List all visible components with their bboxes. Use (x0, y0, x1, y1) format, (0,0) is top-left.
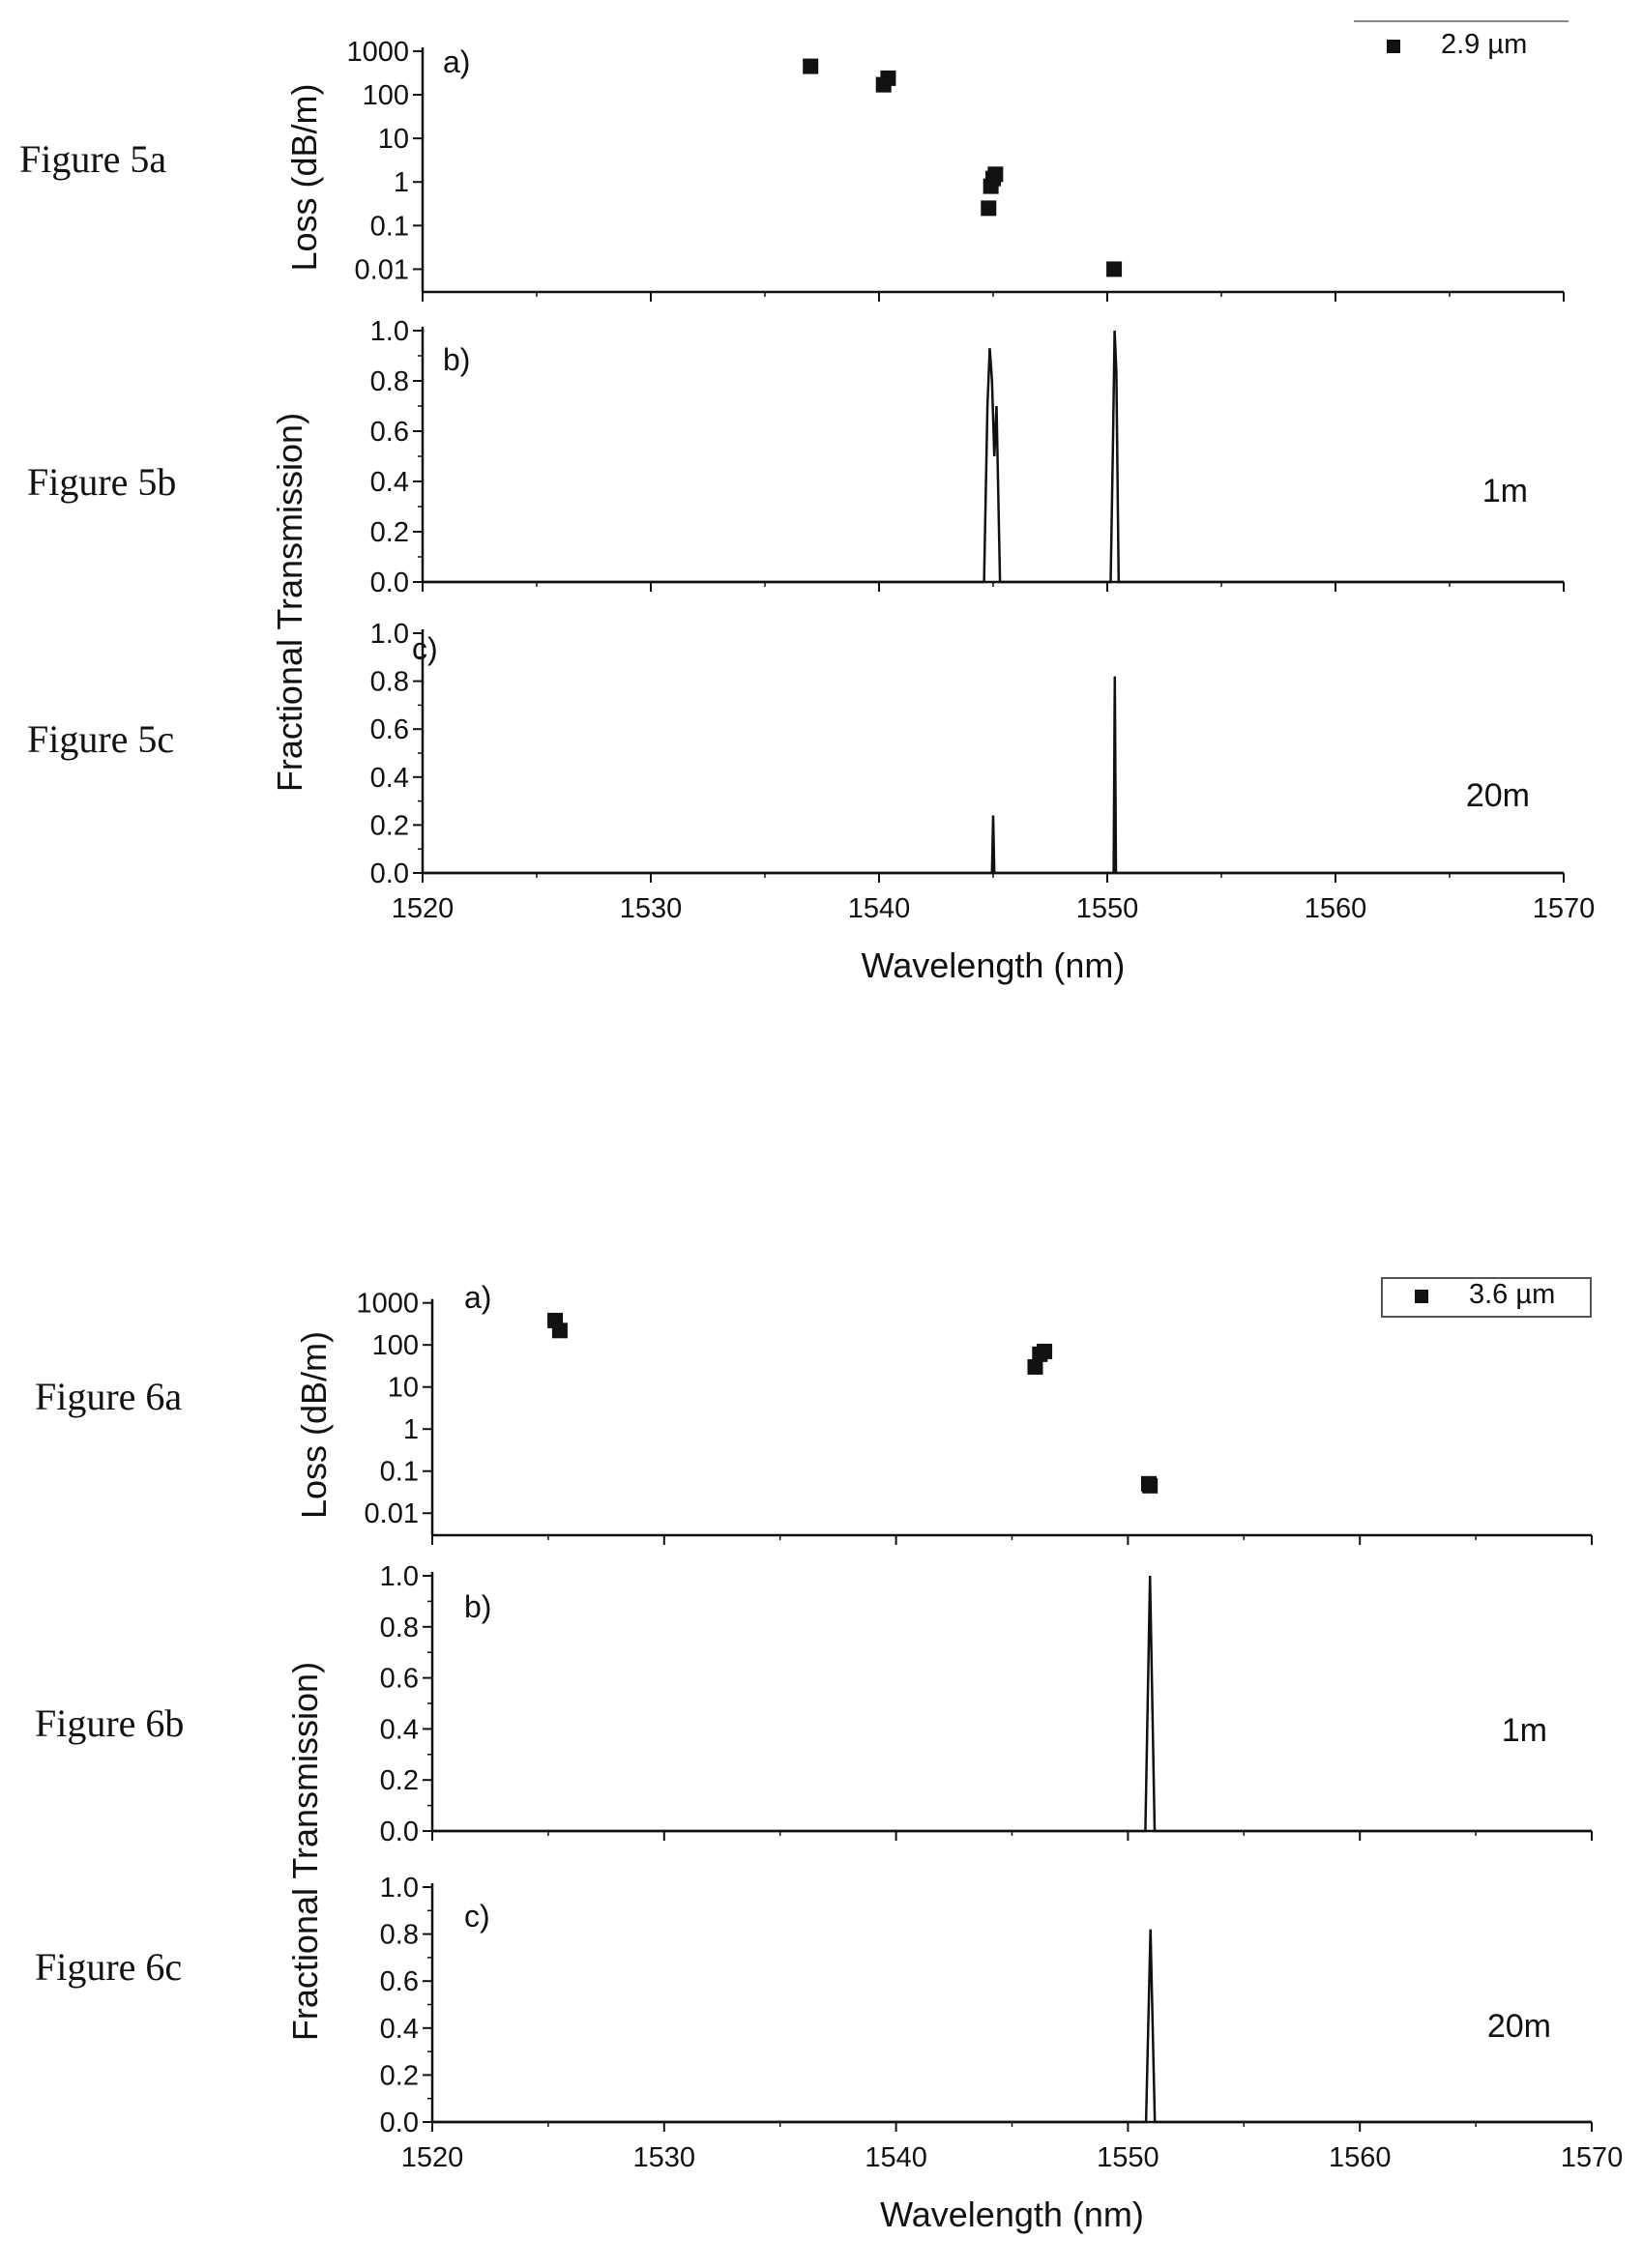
legend-label: 2.9 µm (1441, 29, 1527, 60)
panel-letter: b) (464, 1589, 491, 1624)
y-tick-label: 0.2 (370, 810, 409, 841)
y-tick-label: 0.01 (365, 1498, 419, 1529)
y-tick-label: 100 (363, 80, 409, 111)
y-tick-label: 0.8 (370, 667, 409, 698)
x-tick-label: 1520 (401, 2142, 464, 2173)
shared-y-axis-title: Fractional Transmission) (270, 413, 309, 792)
series-line (423, 330, 1564, 584)
chart-panel-5: 0.0 0.2 0.4 0.6 0.8 1.0 Figure 6b b) 1m (35, 1561, 1593, 1847)
chart-panel-1: 0.01 0.1 1 10 100 1000 Loss (dB/m) Figure 5a a) 2… (19, 20, 1569, 302)
y-tick-label: 0.0 (370, 858, 409, 889)
y-tick-label: 1.0 (380, 1873, 419, 1904)
data-point (880, 70, 896, 86)
y-tick-label: 0.2 (380, 2060, 419, 2091)
x-tick-label: 1530 (620, 893, 683, 924)
legend-border (1381, 1277, 1592, 1318)
y-tick-label: 0.01 (355, 254, 409, 285)
length-annotation: 20m (1487, 2008, 1551, 2045)
x-tick-label: 1540 (848, 893, 911, 924)
panel-letter: c) (412, 631, 438, 666)
series-line (432, 1929, 1592, 2124)
figure-label: Figure 5c (27, 717, 174, 761)
x-tick-label: 1530 (633, 2142, 696, 2173)
y-tick-label: 1000 (346, 37, 409, 68)
y-tick-label: 0.4 (370, 763, 409, 794)
length-annotation: 20m (1466, 777, 1530, 814)
x-tick-label: 1570 (1561, 2142, 1624, 2173)
legend-marker (1387, 40, 1400, 53)
chart-panel-3: 0.0 0.2 0.4 0.6 0.8 1.0 1520 1530 1540 1550 1560 15… (27, 619, 1595, 985)
y-tick-label: 0.0 (380, 1817, 419, 1847)
y-tick-label: 0.1 (370, 211, 409, 242)
data-point (551, 1323, 568, 1339)
y-axis-title: Loss (dB/m) (284, 83, 324, 271)
y-tick-label: 0.0 (380, 2108, 419, 2138)
y-tick-label: 0.4 (380, 1714, 419, 1745)
y-tick-label: 1 (403, 1414, 419, 1445)
length-annotation: 1m (1482, 473, 1528, 509)
y-tick-label: 0.2 (380, 1765, 419, 1796)
data-point (803, 58, 819, 74)
y-tick-label: 100 (372, 1330, 419, 1361)
x-tick-label: 1560 (1305, 893, 1367, 924)
y-tick-label: 1.0 (370, 619, 409, 650)
x-tick-label: 1520 (392, 893, 455, 924)
y-tick-label: 0.6 (380, 1664, 419, 1695)
y-tick-label: 0.0 (370, 567, 409, 598)
panel-letter: c) (464, 1899, 490, 1934)
length-annotation: 1m (1502, 1712, 1547, 1749)
data-point (1027, 1358, 1043, 1375)
figure-label: Figure 5a (19, 137, 166, 181)
y-axis-title: Loss (dB/m) (294, 1331, 334, 1519)
panel-letter: b) (443, 342, 470, 377)
data-point (1142, 1477, 1159, 1494)
y-tick-label: 1.0 (380, 1561, 419, 1592)
chart-panel-2: 0.0 0.2 0.4 0.6 0.8 1.0 Figure 5b b) 1m (27, 316, 1565, 598)
y-tick-label: 0.1 (380, 1457, 419, 1488)
data-point (1106, 261, 1123, 277)
figure-label: Figure 5b (27, 460, 176, 504)
x-tick-label: 1570 (1533, 893, 1596, 924)
y-tick-label: 0.8 (370, 366, 409, 397)
y-tick-label: 0.2 (370, 517, 409, 548)
figure-label: Figure 6c (35, 1945, 182, 1989)
x-tick-label: 1560 (1329, 2142, 1392, 2173)
y-tick-label: 0.4 (380, 2014, 419, 2045)
chart-panel-4: 0.01 0.1 1 10 100 1000 Loss (dB/m) Figure 6a a) 3… (35, 1277, 1593, 1545)
data-point (981, 200, 997, 217)
x-axis-title: Wavelength (nm) (862, 945, 1126, 985)
x-tick-label: 1540 (865, 2142, 927, 2173)
y-tick-label: 0.6 (380, 1966, 419, 1997)
y-tick-label: 0.6 (370, 417, 409, 448)
x-tick-label: 1550 (1097, 2142, 1159, 2173)
legend-label: 3.6 µm (1469, 1279, 1555, 1310)
x-axis-title: Wavelength (nm) (880, 2195, 1144, 2234)
legend-marker (1415, 1290, 1428, 1303)
y-tick-label: 1.0 (370, 316, 409, 347)
x-tick-label: 1550 (1076, 893, 1139, 924)
panel-letter: a) (464, 1280, 491, 1315)
y-tick-label: 0.8 (380, 1920, 419, 1951)
figure-label: Figure 6b (35, 1701, 184, 1745)
panel-letter: a) (443, 44, 470, 79)
y-tick-label: 0.6 (370, 714, 409, 745)
data-point (1037, 1343, 1053, 1359)
y-tick-label: 10 (388, 1373, 419, 1404)
figure-label: Figure 6a (35, 1375, 182, 1418)
series-line (423, 676, 1564, 875)
y-tick-label: 0.4 (370, 467, 409, 498)
y-tick-label: 10 (378, 124, 409, 155)
data-point (987, 166, 1004, 183)
y-tick-label: 1000 (356, 1289, 419, 1320)
chart-panel-6: 0.0 0.2 0.4 0.6 0.8 1.0 1520 1530 1540 1550 1560 15… (35, 1873, 1623, 2234)
y-tick-label: 1 (394, 167, 409, 198)
y-tick-label: 0.8 (380, 1613, 419, 1643)
series-line (432, 1575, 1592, 1833)
shared-y-axis-title: Fractional Transmission) (285, 1662, 325, 2041)
